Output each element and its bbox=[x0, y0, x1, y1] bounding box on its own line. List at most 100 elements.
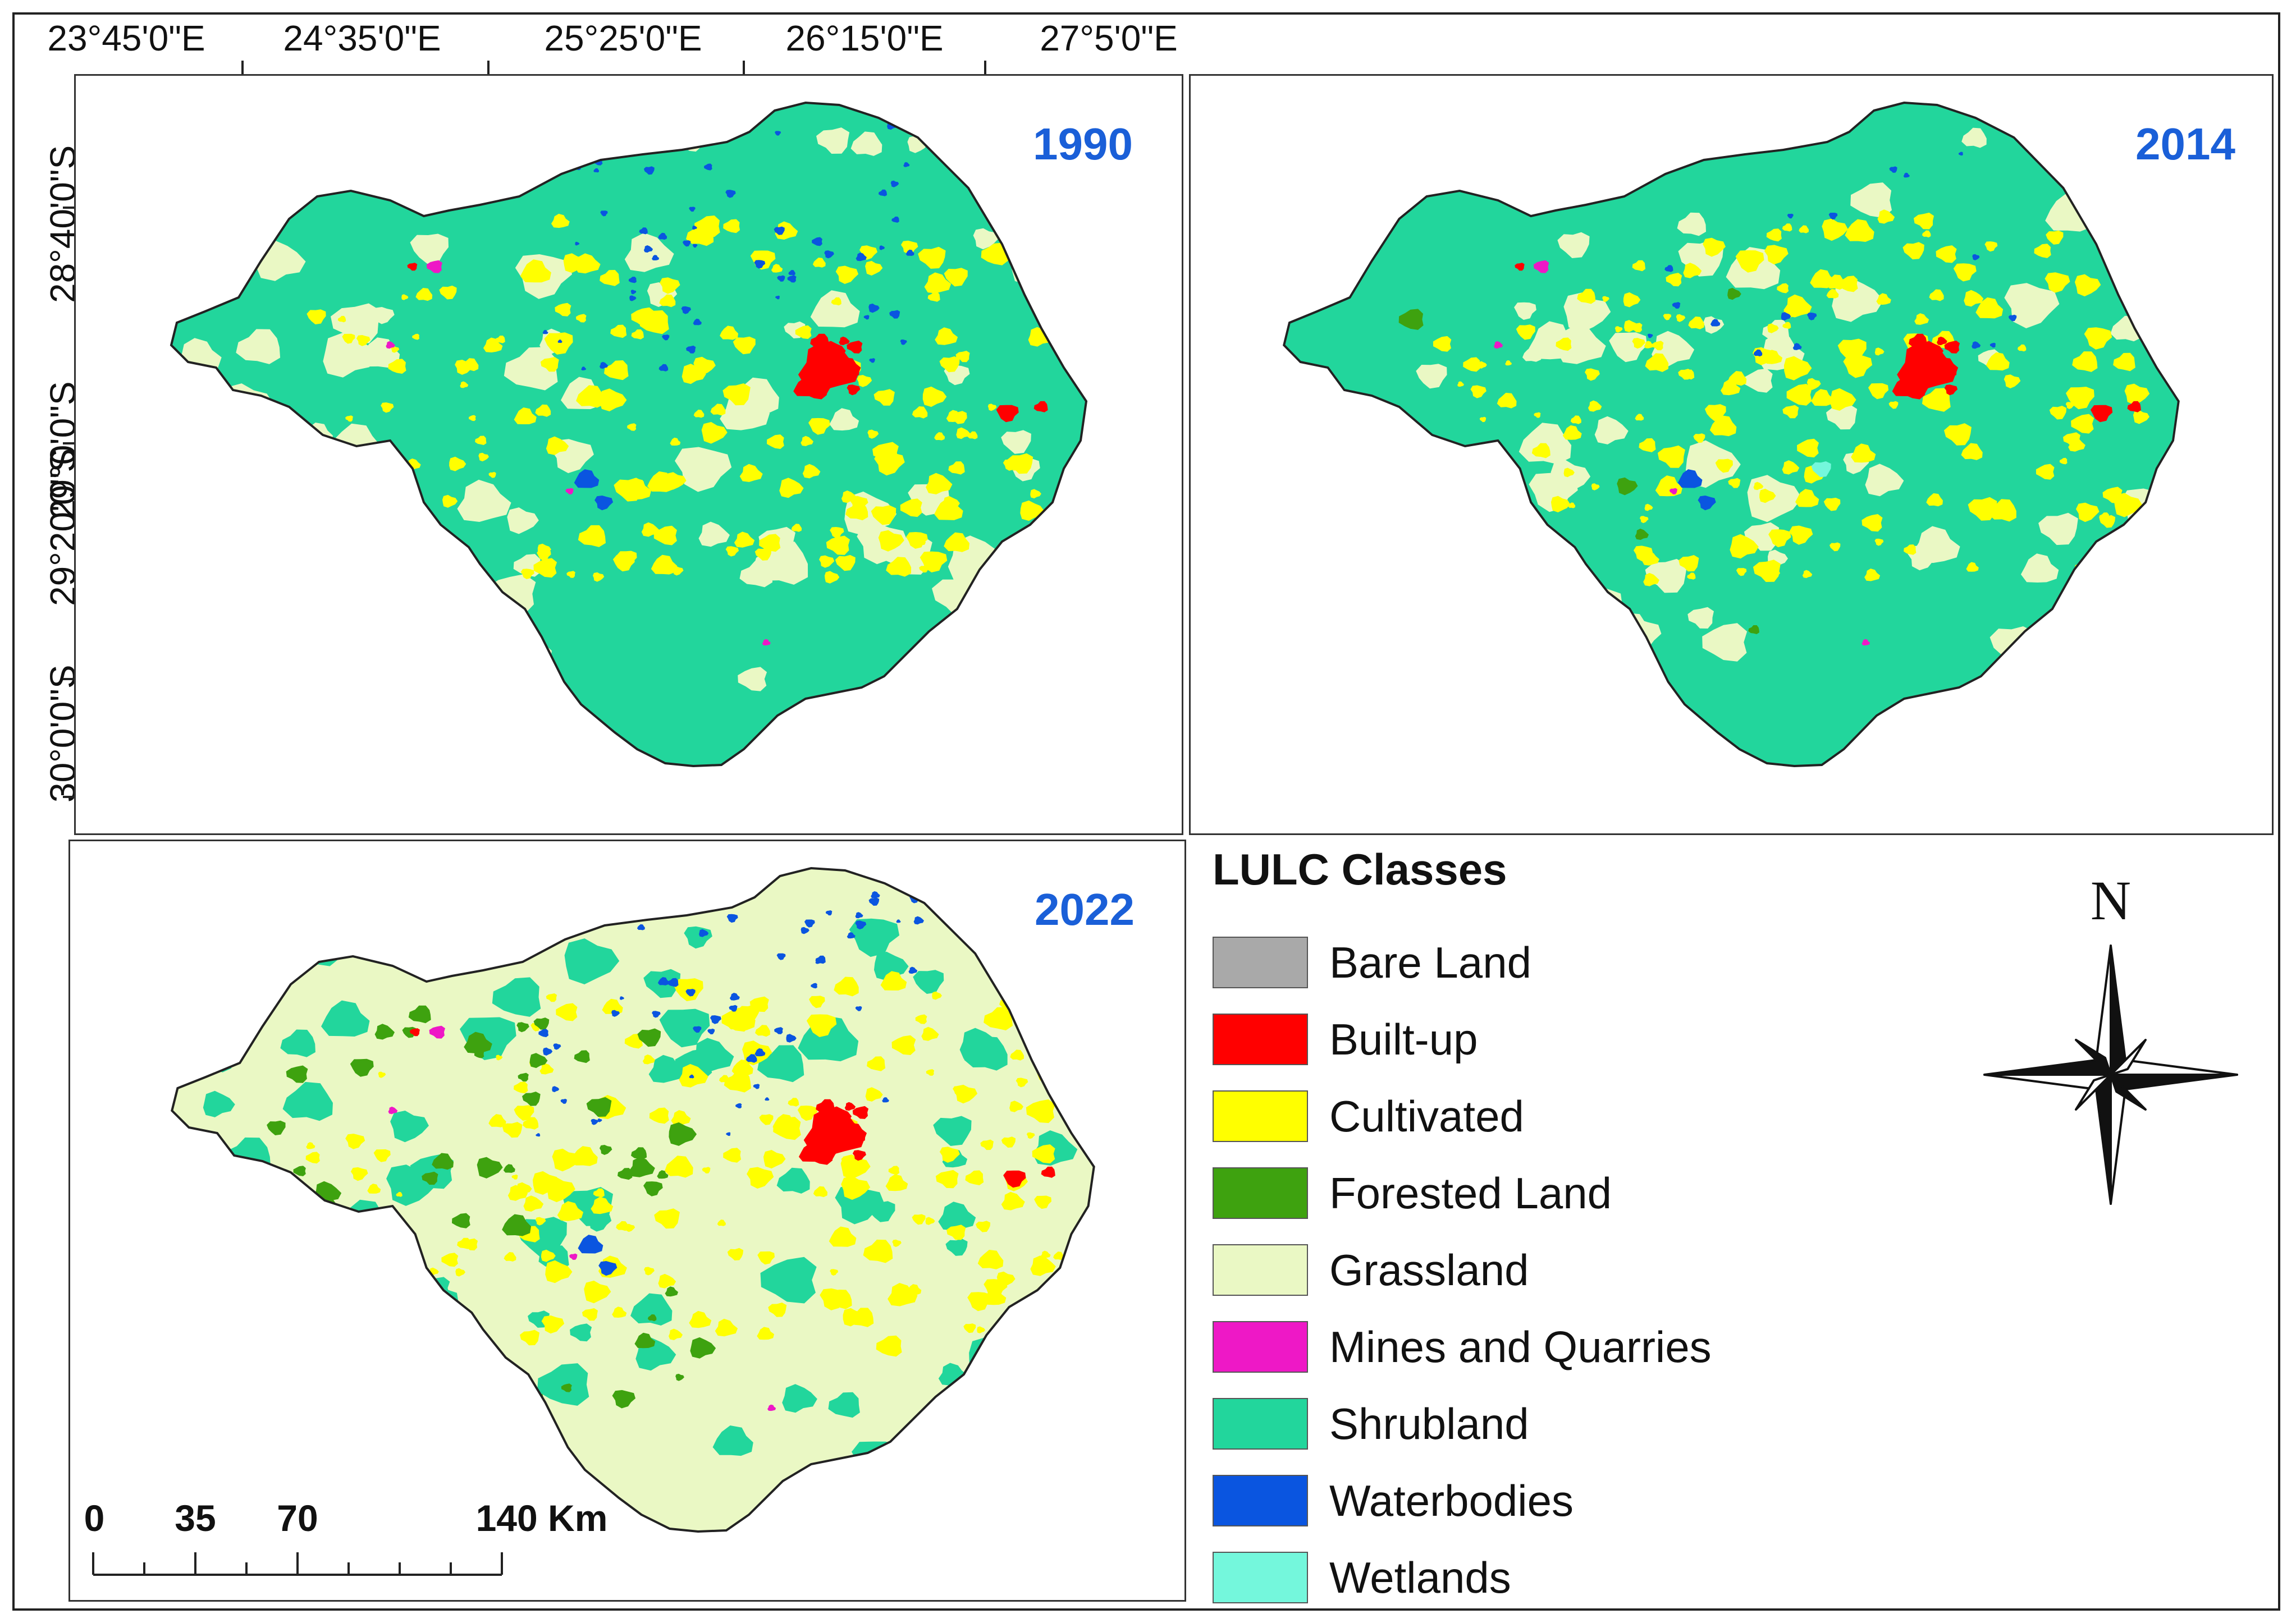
forest-patch bbox=[669, 1122, 697, 1146]
cultivated-patch bbox=[2075, 502, 2100, 522]
longitude-label: 25°25'0"E bbox=[544, 18, 702, 58]
cultivated-patch bbox=[1678, 369, 1692, 380]
forest-patch bbox=[464, 1031, 492, 1053]
cultivated-patch bbox=[658, 1273, 676, 1289]
cultivated-patch bbox=[1693, 433, 1705, 443]
cultivated-patch bbox=[984, 1007, 1013, 1030]
cultivated-patch bbox=[920, 551, 948, 572]
cultivated-patch bbox=[391, 346, 400, 353]
cultivated-patch bbox=[1614, 326, 1623, 333]
built-up-area bbox=[409, 1028, 420, 1037]
longitude-label: 26°15'0"E bbox=[785, 18, 944, 58]
cultivated-patch bbox=[463, 1238, 478, 1251]
cultivated-patch bbox=[1479, 416, 1487, 423]
land-cover-patch bbox=[492, 977, 541, 1017]
cultivated-patch bbox=[584, 1280, 611, 1304]
waterbody bbox=[825, 910, 833, 916]
land-cover-patch bbox=[873, 951, 909, 981]
cultivated-patch bbox=[914, 537, 926, 547]
cultivated-patch bbox=[2113, 352, 2135, 372]
cultivated-patch bbox=[2124, 383, 2150, 405]
cultivated-patch bbox=[1782, 460, 1800, 475]
land-cover-patch bbox=[316, 1373, 368, 1415]
land-cover-patch bbox=[297, 931, 340, 966]
cultivated-patch bbox=[1644, 341, 1654, 349]
cultivated-patch bbox=[664, 1156, 693, 1178]
land-cover-patch bbox=[1508, 171, 1530, 189]
cultivated-patch bbox=[1562, 425, 1582, 440]
cultivated-patch bbox=[1042, 1001, 1060, 1015]
cultivated-patch bbox=[806, 1014, 837, 1037]
cultivated-patch bbox=[2074, 563, 2088, 575]
cultivated-patch bbox=[442, 494, 458, 508]
forest-patch bbox=[432, 1153, 454, 1170]
cultivated-patch bbox=[1704, 404, 1726, 421]
forest-patch bbox=[408, 1005, 431, 1024]
waterbody bbox=[693, 318, 702, 325]
cultivated-patch bbox=[593, 1188, 605, 1198]
legend-swatch bbox=[1213, 1475, 1308, 1526]
land-cover-patch bbox=[482, 617, 514, 644]
waterbody bbox=[578, 1235, 603, 1254]
land-cover-patch bbox=[537, 1363, 589, 1406]
cultivated-patch bbox=[2036, 464, 2055, 480]
cultivated-patch bbox=[1026, 1132, 1035, 1139]
land-cover-patch bbox=[1001, 430, 1031, 454]
land-cover-patch bbox=[2020, 553, 2059, 583]
cultivated-patch bbox=[689, 1310, 712, 1328]
cultivated-patch bbox=[1904, 544, 1917, 555]
legend-label: Forested Land bbox=[1329, 1168, 1612, 1218]
land-cover-patch bbox=[1439, 135, 1490, 178]
waterbody bbox=[692, 225, 697, 230]
cultivated-patch bbox=[1851, 443, 1876, 463]
land-cover-patch bbox=[996, 964, 1041, 1000]
legend-label: Cultivated bbox=[1329, 1091, 1524, 1141]
cultivated-patch bbox=[826, 535, 850, 555]
built-up-area bbox=[1944, 340, 1960, 354]
land-cover-patch bbox=[283, 1241, 328, 1278]
cultivated-patch bbox=[731, 1060, 753, 1076]
cultivated-patch bbox=[1786, 384, 1812, 406]
cultivated-patch bbox=[1001, 1136, 1016, 1148]
cultivated-patch bbox=[342, 333, 355, 344]
forest-patch bbox=[503, 1164, 515, 1173]
waterbody bbox=[1710, 319, 1721, 327]
cultivated-patch bbox=[1563, 467, 1575, 478]
land-cover-patch bbox=[816, 127, 850, 154]
cultivated-patch bbox=[1806, 378, 1821, 390]
land-cover-patch bbox=[390, 1111, 429, 1143]
cultivated-patch bbox=[694, 216, 720, 237]
cultivated-patch bbox=[946, 1225, 966, 1240]
land-cover-patch bbox=[397, 1305, 445, 1341]
cultivated-patch bbox=[845, 502, 868, 521]
waterbody bbox=[896, 919, 901, 923]
cultivated-patch bbox=[2068, 437, 2085, 452]
cultivated-patch bbox=[631, 329, 644, 340]
land-cover-patch bbox=[1594, 416, 1629, 444]
cultivated-patch bbox=[967, 431, 978, 439]
cultivated-patch bbox=[888, 1166, 900, 1175]
cultivated-patch bbox=[1759, 488, 1776, 503]
forest-patch bbox=[350, 1058, 374, 1077]
cultivated-patch bbox=[2071, 414, 2094, 434]
lulc-map bbox=[170, 101, 1088, 768]
waterbody bbox=[611, 1010, 620, 1017]
cultivated-patch bbox=[829, 1226, 857, 1247]
cultivated-patch bbox=[535, 404, 551, 417]
cultivated-patch bbox=[925, 1217, 935, 1225]
cultivated-patch bbox=[1864, 568, 1881, 581]
cultivated-patch bbox=[1657, 445, 1685, 468]
cultivated-patch bbox=[1953, 263, 1977, 282]
cultivated-patch bbox=[724, 1071, 751, 1093]
land-cover-patch bbox=[280, 1029, 315, 1057]
cultivated-patch bbox=[1570, 415, 1581, 424]
land-cover-patch bbox=[624, 232, 674, 272]
cultivated-patch bbox=[1676, 314, 1686, 322]
cultivated-patch bbox=[293, 426, 308, 438]
land-cover-patch bbox=[810, 290, 860, 328]
land-cover-patch bbox=[172, 1182, 222, 1221]
legend-title: LULC Classes bbox=[1213, 845, 1507, 894]
waterbody bbox=[600, 361, 609, 369]
cultivated-patch bbox=[612, 1306, 627, 1318]
waterbody bbox=[686, 345, 696, 354]
